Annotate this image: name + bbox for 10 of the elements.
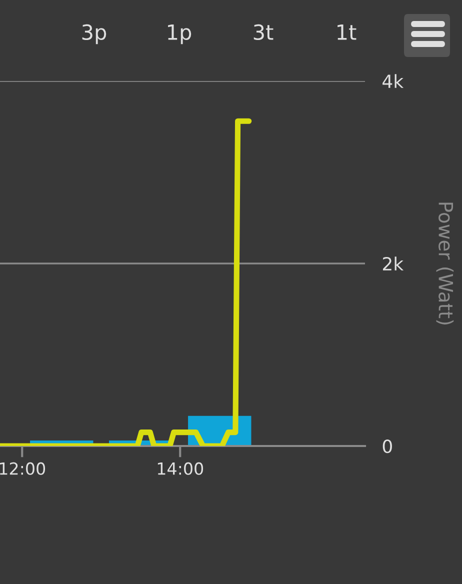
text: 3t <box>254 24 274 40</box>
text: 1t <box>338 24 356 40</box>
text: 3p <box>82 24 106 44</box>
text: 1p <box>168 24 192 44</box>
y-tick-label: 2k <box>382 256 404 270</box>
y-tick-label: 4k <box>382 74 404 88</box>
x-tick-label: 12:00 <box>0 462 46 475</box>
y-axis-title: Power (Watt) <box>436 202 454 324</box>
x-tick-label: 14:00 <box>158 462 204 475</box>
y-tick-label: 0 <box>382 439 392 454</box>
